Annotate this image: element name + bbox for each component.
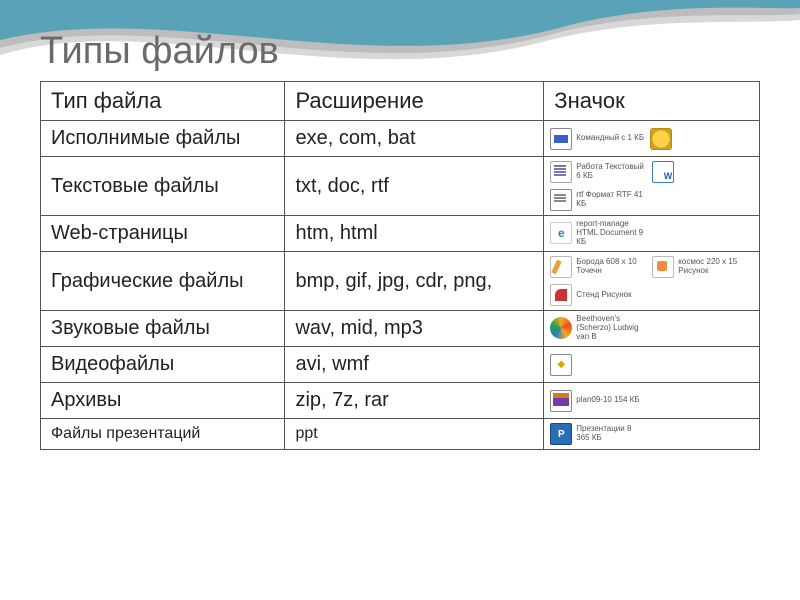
icon-cell: report-manage HTML Document 9 КБ (544, 216, 760, 252)
bat-window-icon: Командный с 1 КБ (550, 128, 644, 150)
doc-icon (652, 161, 674, 183)
rar-icon: plan09-10 154 КБ (550, 390, 639, 412)
icon-cell: Работа Текстовый 6 КБ rtf Формат RTF 41 К… (544, 157, 760, 216)
icon-label: Работа Текстовый 6 КБ (576, 163, 646, 181)
cdr-icon-thumb (550, 284, 572, 306)
rtf-icon-thumb (550, 189, 572, 211)
table-header-row: Тип файлаРасширениеЗначок (41, 82, 760, 121)
filetype-cell: Графические файлы (41, 252, 285, 311)
icon-label: Командный с 1 КБ (576, 134, 644, 143)
extension-cell: ppt (285, 419, 544, 450)
icon-cell: Командный с 1 КБ (544, 121, 760, 157)
filetype-cell: Web-страницы (41, 216, 285, 252)
table-row: Текстовые файлыtxt, doc, rtfРабота Текст… (41, 157, 760, 216)
icon-label: report-manage HTML Document 9 КБ (576, 220, 646, 246)
extension-cell: wav, mid, mp3 (285, 311, 544, 347)
file-types-table: Тип файлаРасширениеЗначокИсполнимые файл… (40, 81, 760, 450)
table-header-cell: Расширение (285, 82, 544, 121)
ppt-icon: Презентации 8 365 КБ (550, 423, 646, 445)
doc-icon-thumb (652, 161, 674, 183)
icon-label: Презентации 8 365 КБ (576, 425, 646, 443)
page-title: Типы файлов (40, 30, 760, 73)
icon-label: Борода 608 x 10 Точечн (576, 258, 646, 276)
table-row: Файлы презентацийppt Презентации 8 365 КБ (41, 419, 760, 450)
ie-icon-thumb (550, 222, 572, 244)
rtf-icon: rtf Формат RTF 41 КБ (550, 189, 646, 211)
filetype-cell: Файлы презентаций (41, 419, 285, 450)
icon-cell: plan09-10 154 КБ (544, 383, 760, 419)
icon-cell: Борода 608 x 10 Точечн космос 220 x 15 Ри… (544, 252, 760, 311)
paint-icon: Борода 608 x 10 Точечн (550, 256, 646, 278)
icon-label: Beethoven's (Scherzo) Ludwig van B (576, 315, 646, 341)
gear-icon (650, 128, 672, 150)
ie-icon: report-manage HTML Document 9 КБ (550, 220, 646, 246)
filetype-cell: Исполнимые файлы (41, 121, 285, 157)
filetype-cell: Видеофайлы (41, 347, 285, 383)
table-row: Видеофайлыavi, wmf (41, 347, 760, 383)
wmp-icon: Beethoven's (Scherzo) Ludwig van B (550, 315, 646, 341)
cdr-icon: Стенд Рисунок (550, 284, 631, 306)
rar-icon-thumb (550, 390, 572, 412)
table-row: Графические файлыbmp, gif, jpg, cdr, png… (41, 252, 760, 311)
extension-cell: avi, wmf (285, 347, 544, 383)
icon-cell: Beethoven's (Scherzo) Ludwig van B (544, 311, 760, 347)
txt-icon-thumb (550, 161, 572, 183)
png-icon: космос 220 x 15 Рисунок (652, 256, 748, 278)
filetype-cell: Звуковые файлы (41, 311, 285, 347)
video-page-icon (550, 354, 572, 376)
extension-cell: bmp, gif, jpg, cdr, png, (285, 252, 544, 311)
video-page-icon-thumb (550, 354, 572, 376)
extension-cell: htm, html (285, 216, 544, 252)
txt-icon: Работа Текстовый 6 КБ (550, 161, 646, 183)
icon-cell: Презентации 8 365 КБ (544, 419, 760, 450)
table-row: Звуковые файлыwav, mid, mp3 Beethoven's (… (41, 311, 760, 347)
icon-label: космос 220 x 15 Рисунок (678, 258, 748, 276)
paint-icon-thumb (550, 256, 572, 278)
png-icon-thumb (652, 256, 674, 278)
gear-icon-thumb (650, 128, 672, 150)
icon-cell (544, 347, 760, 383)
bat-window-icon-thumb (550, 128, 572, 150)
extension-cell: zip, 7z, rar (285, 383, 544, 419)
table-header-cell: Тип файла (41, 82, 285, 121)
wmp-icon-thumb (550, 317, 572, 339)
ppt-icon-thumb (550, 423, 572, 445)
table-row: Исполнимые файлыexe, com, bat Командный с… (41, 121, 760, 157)
filetype-cell: Архивы (41, 383, 285, 419)
table-header-cell: Значок (544, 82, 760, 121)
table-row: Архивыzip, 7z, rar plan09-10 154 КБ (41, 383, 760, 419)
icon-label: rtf Формат RTF 41 КБ (576, 191, 646, 209)
table-row: Web-страницыhtm, html report-manage HTML … (41, 216, 760, 252)
extension-cell: exe, com, bat (285, 121, 544, 157)
icon-label: Стенд Рисунок (576, 291, 631, 300)
filetype-cell: Текстовые файлы (41, 157, 285, 216)
slide-content: Типы файлов Тип файлаРасширениеЗначокИсп… (0, 0, 800, 600)
icon-label: plan09-10 154 КБ (576, 396, 639, 405)
extension-cell: txt, doc, rtf (285, 157, 544, 216)
